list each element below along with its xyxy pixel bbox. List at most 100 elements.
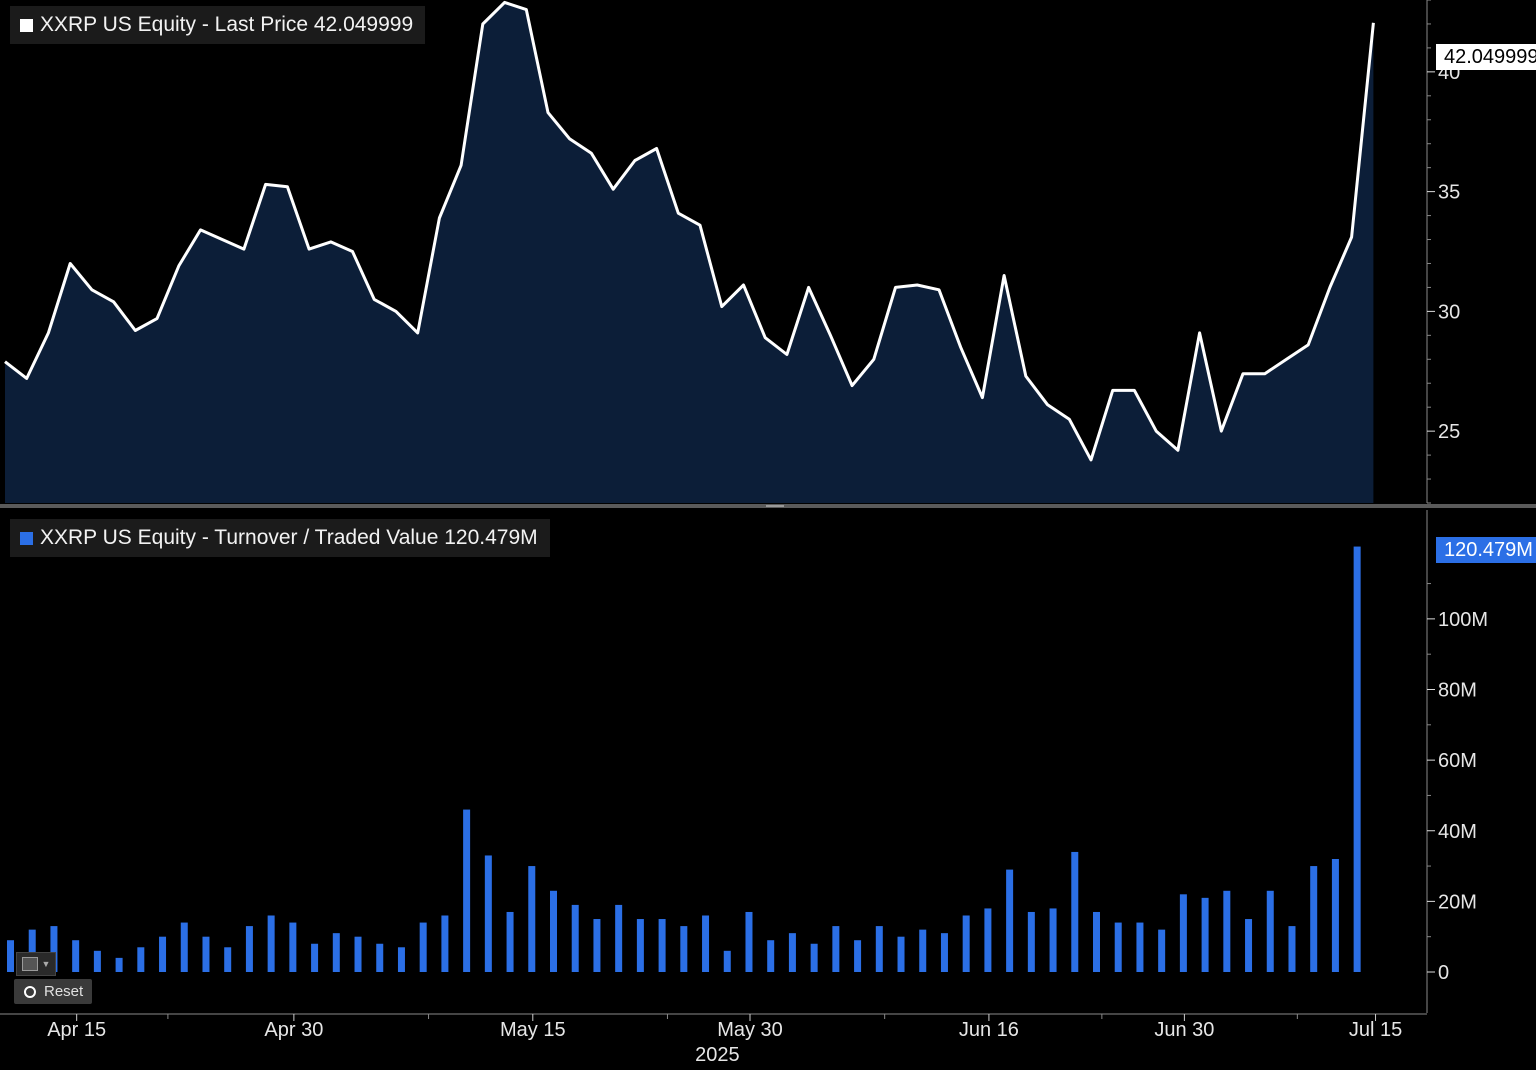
turnover-bar — [1310, 866, 1318, 972]
panel-divider[interactable] — [0, 504, 1536, 508]
turnover-bar — [1049, 908, 1057, 972]
turnover-bar — [159, 936, 167, 972]
turnover-bar — [180, 922, 188, 972]
x-tick-label: Apr 15 — [47, 1019, 106, 1041]
turnover-bar — [723, 950, 731, 972]
turnover-bar — [376, 943, 384, 972]
turnover-bar — [897, 936, 905, 972]
chart-tool-button[interactable]: ▼ — [16, 952, 56, 976]
reset-button[interactable]: Reset — [14, 979, 92, 1004]
panel-divider-grip — [766, 505, 784, 507]
turnover-bar — [441, 915, 449, 972]
turnover-bar — [28, 929, 36, 972]
turnover-bar — [636, 919, 644, 972]
turnover-bar — [680, 926, 688, 972]
x-year-label: 2025 — [695, 1044, 740, 1066]
turnover-bar — [984, 908, 992, 972]
price-plot — [4, 0, 1375, 504]
turnover-bar — [1266, 890, 1274, 972]
x-tick-label: Jun 16 — [959, 1019, 1019, 1041]
turnover-bar — [1071, 851, 1079, 972]
x-tick-label: Jul 15 — [1349, 1019, 1402, 1041]
chevron-down-icon: ▼ — [41, 959, 51, 969]
last-turnover-value: 120.479M — [1444, 538, 1533, 561]
turnover-bar — [1223, 890, 1231, 972]
turnover-bar — [506, 911, 514, 972]
x-tick-label: Apr 30 — [264, 1019, 323, 1041]
price-legend-swatch — [20, 18, 33, 32]
line-chart-icon — [21, 957, 38, 971]
turnover-bar — [1201, 897, 1209, 972]
turnover-bar — [1158, 929, 1166, 972]
turnover-bar — [919, 929, 927, 972]
price-legend-label: XXRP US Equity - Last Price 42.049999 — [40, 13, 414, 36]
turnover-bar — [528, 866, 536, 972]
turnover-bar — [311, 943, 319, 972]
turnover-y-tick-label: 20M — [1438, 891, 1477, 913]
turnover-bar — [1331, 859, 1339, 972]
date-x-axis: Apr 15 Apr 30 May 15 May 30 Jun 16 Jun 30 Jul … — [0, 1013, 1427, 1066]
turnover-bar — [1136, 922, 1144, 972]
price-line — [4, 0, 1375, 462]
turnover-bar — [1027, 911, 1035, 972]
turnover-y-tick-label: 80M — [1438, 680, 1477, 702]
turnover-y-tick-label: 40M — [1438, 821, 1477, 843]
turnover-bar — [289, 922, 297, 972]
turnover-bar — [854, 940, 862, 972]
turnover-bar — [1114, 922, 1122, 972]
price-y-tick-label: 25 — [1438, 421, 1460, 443]
reset-label: Reset — [44, 983, 84, 1000]
turnover-bar — [1093, 911, 1100, 972]
turnover-bar — [1006, 869, 1014, 972]
turnover-bar — [767, 940, 775, 972]
turnover-bar — [702, 915, 710, 972]
turnover-bar — [745, 911, 753, 972]
turnover-bar — [875, 926, 883, 972]
turnover-bar — [354, 936, 362, 972]
turnover-bar — [267, 915, 275, 972]
price-area-fill — [5, 2, 1374, 504]
turnover-bar — [7, 940, 14, 972]
turnover-bar — [1353, 546, 1361, 972]
turnover-legend-label: XXRP US Equity - Turnover / Traded Value… — [40, 526, 538, 549]
last-turnover-tag: 120.479M — [1436, 537, 1536, 563]
turnover-bar — [137, 947, 145, 972]
turnover-y-axis: 0 20M 40M 60M 80M 100M — [1426, 510, 1488, 1013]
turnover-bar — [571, 904, 579, 972]
turnover-bar — [1288, 926, 1296, 972]
turnover-bar — [658, 919, 666, 972]
turnover-y-tick-label: 100M — [1438, 609, 1488, 631]
turnover-bar — [962, 915, 970, 972]
turnover-y-tick-label: 60M — [1438, 750, 1477, 772]
turnover-bar — [245, 926, 253, 972]
last-price-tag: 42.049999 — [1436, 44, 1536, 70]
turnover-bar — [419, 922, 427, 972]
turnover-legend-swatch — [20, 531, 33, 545]
turnover-bar — [397, 947, 405, 972]
turnover-legend[interactable]: XXRP US Equity - Turnover / Traded Value… — [10, 519, 550, 557]
turnover-bar — [940, 933, 948, 972]
turnover-bar — [484, 855, 492, 972]
turnover-bar — [1179, 894, 1187, 972]
price-y-tick-label: 30 — [1438, 301, 1460, 323]
turnover-bar — [50, 926, 58, 972]
turnover-bar — [550, 890, 557, 972]
turnover-bar — [810, 943, 818, 972]
turnover-bar — [463, 809, 471, 972]
last-price-value: 42.049999 — [1444, 45, 1536, 68]
x-tick-label: Jun 30 — [1154, 1019, 1214, 1041]
price-legend[interactable]: XXRP US Equity - Last Price 42.049999 — [10, 6, 426, 44]
x-tick-label: May 15 — [500, 1019, 566, 1041]
turnover-plot — [7, 546, 1361, 972]
turnover-bar — [832, 926, 840, 972]
turnover-bar — [332, 933, 340, 972]
price-y-tick-label: 35 — [1438, 182, 1460, 204]
turnover-bar — [788, 933, 796, 972]
turnover-bar — [593, 919, 601, 972]
turnover-bar — [1245, 919, 1253, 972]
turnover-bar — [224, 947, 232, 972]
x-tick-label: May 30 — [717, 1019, 783, 1041]
reset-icon — [24, 985, 36, 998]
turnover-bar — [615, 904, 623, 972]
